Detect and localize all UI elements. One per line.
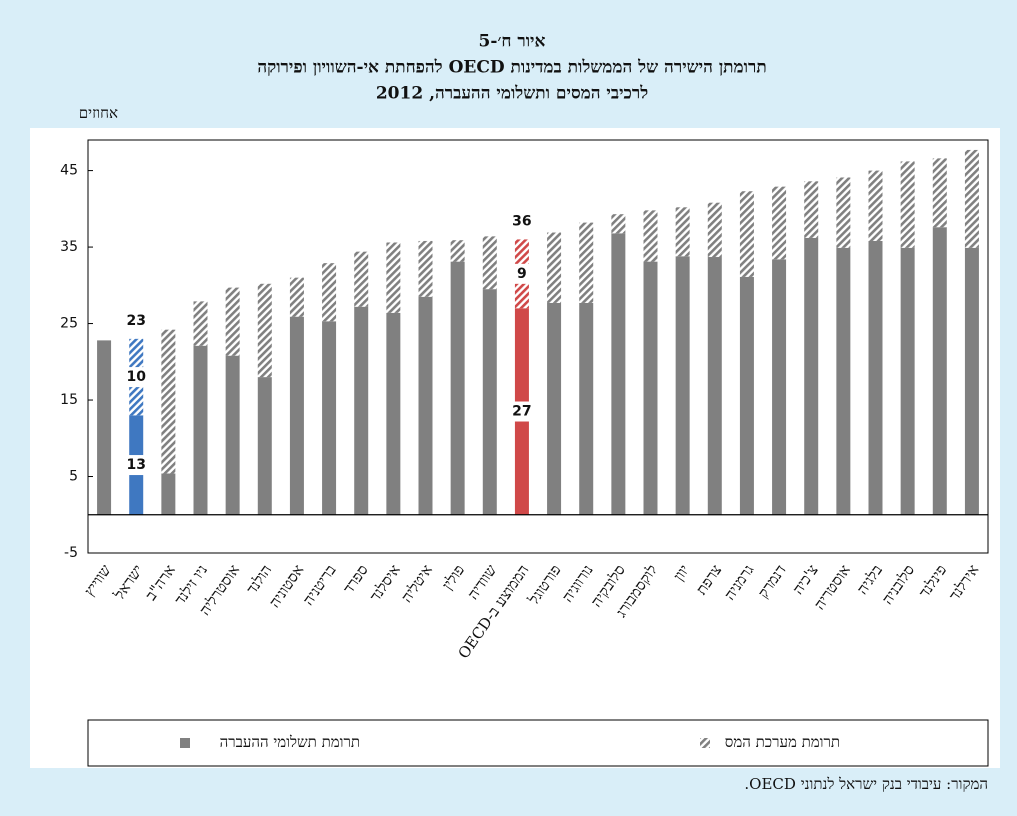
- bar-segment: [900, 161, 915, 248]
- chart-title: לרכיבי המסים ותשלומי ההעברה, 2012: [376, 84, 648, 104]
- legend-label: תרומת מערכת המס: [725, 733, 840, 751]
- data-label: 10: [126, 369, 146, 385]
- bar-segment: [289, 277, 304, 317]
- bar-segment: [482, 289, 497, 515]
- data-label: 23: [126, 313, 145, 329]
- bar-segment: [707, 257, 722, 515]
- bar-segment: [611, 214, 626, 234]
- bar-segment: [482, 236, 497, 290]
- bar-segment: [932, 158, 947, 228]
- bar-segment: [97, 340, 112, 515]
- bar-segment: [675, 207, 690, 257]
- label-background: [122, 455, 151, 476]
- label-background: [507, 211, 536, 232]
- y-tick-label: 45: [60, 163, 78, 179]
- bar-segment: [289, 316, 304, 515]
- bar-segment: [643, 261, 658, 515]
- plot-frame: [87, 139, 989, 554]
- bar-segment: [772, 186, 787, 260]
- chart-title: תרומתן הישירה של הממשלות במדינות OECD לה…: [257, 58, 766, 78]
- bar-segment: [964, 149, 979, 248]
- bar-segment: [579, 302, 594, 515]
- source: המקור: עיבודי בנק ישראל לנתוני OECD.: [744, 775, 988, 793]
- bar-segment: [868, 170, 883, 241]
- bar-segment: [322, 321, 337, 515]
- y-tick-label: 25: [60, 316, 78, 332]
- bar-segment: [322, 263, 337, 322]
- bar-segment: [836, 247, 851, 515]
- y-tick-label: 5: [69, 469, 78, 485]
- bar-segment: [868, 240, 883, 515]
- bar-segment: [418, 296, 433, 515]
- bar-segment: [354, 306, 369, 515]
- bar-segment: [739, 191, 754, 277]
- bar-segment: [547, 302, 562, 515]
- legend-swatch: [700, 738, 710, 748]
- bar-segment: [257, 283, 272, 378]
- legend-swatch: [180, 738, 190, 748]
- bar-segment: [161, 473, 176, 515]
- y-tick-label: 15: [60, 392, 78, 408]
- bar-segment: [386, 242, 401, 313]
- bar-segment: [772, 259, 787, 515]
- bar-segment: [643, 210, 658, 262]
- label-background: [122, 367, 151, 388]
- bar-segment: [386, 312, 401, 515]
- bar-segment: [611, 233, 626, 515]
- bar-segment: [450, 240, 465, 262]
- bar-segment: [418, 240, 433, 297]
- y-axis-label: אחוזים: [79, 104, 118, 122]
- data-label: 36: [512, 213, 531, 229]
- label-background: [507, 401, 536, 422]
- bar-segment: [900, 247, 915, 515]
- bar-segment: [707, 202, 722, 258]
- legend-label: תרומת תשלומי ההעברה: [220, 733, 360, 751]
- bar-segment: [804, 181, 819, 238]
- label-background: [122, 310, 151, 331]
- bar-segment: [739, 276, 754, 515]
- bar-segment: [804, 237, 819, 515]
- data-label: 9: [517, 266, 527, 282]
- bar-segment: [932, 227, 947, 515]
- chart-title: איור ח׳-5: [479, 32, 546, 52]
- bar-segment: [450, 261, 465, 515]
- bar-segment: [257, 377, 272, 515]
- bar-segment: [547, 232, 562, 303]
- bar-segment: [193, 301, 208, 346]
- bar-segment: [193, 345, 208, 515]
- y-tick-label: 35: [60, 239, 78, 255]
- bar-segment: [225, 355, 240, 515]
- bar-segment: [579, 222, 594, 303]
- legend-box: [87, 719, 989, 767]
- bar-segment: [836, 177, 851, 248]
- bar-segment: [964, 247, 979, 515]
- data-label: 13: [126, 457, 145, 473]
- bar-segment: [354, 251, 369, 307]
- data-label: 27: [512, 404, 531, 420]
- y-tick-label: -5: [64, 545, 78, 561]
- bar-segment: [225, 287, 240, 356]
- label-background: [507, 263, 536, 284]
- bar-segment: [161, 329, 176, 474]
- bar-segment: [675, 256, 690, 515]
